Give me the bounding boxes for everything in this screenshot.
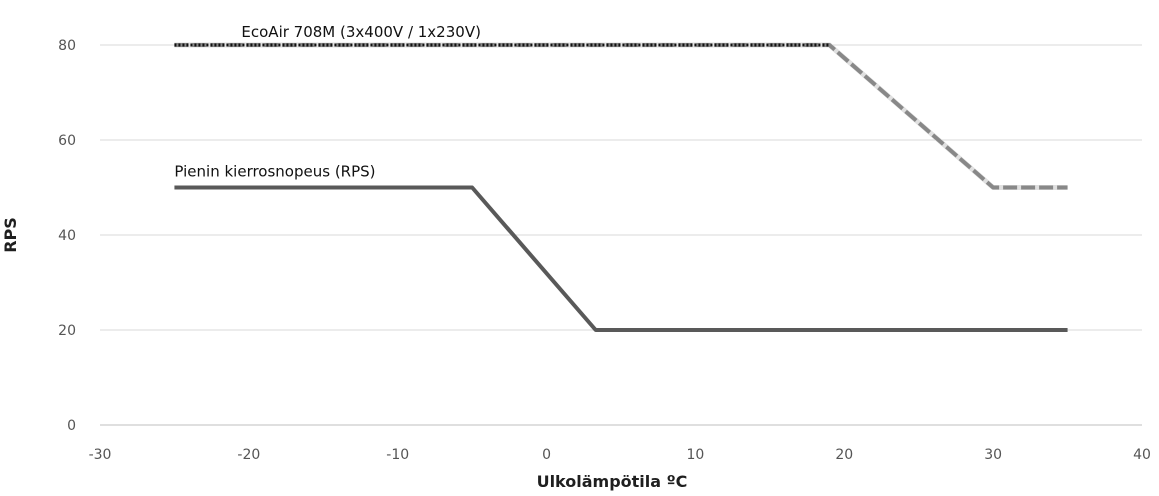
x-tick-labels: -30 -20 -10 0 10 20 30 40 — [89, 447, 1151, 463]
x-tick-label: -10 — [386, 447, 409, 463]
y-tick-label: 60 — [58, 133, 76, 149]
x-tick-label: -20 — [237, 447, 260, 463]
x-tick-label: 10 — [687, 447, 705, 463]
x-tick-label: 20 — [835, 447, 853, 463]
x-tick-label: -30 — [89, 447, 112, 463]
y-tick-label: 0 — [67, 418, 76, 434]
series-label-ecoair: EcoAir 708M (3x400V / 1x230V) — [241, 23, 481, 41]
y-axis-title: RPS — [1, 217, 20, 253]
x-tick-label: 30 — [984, 447, 1002, 463]
x-tick-label: 0 — [542, 447, 551, 463]
x-axis-title: Ulkolämpötila ºC — [537, 472, 688, 491]
series-min-rps-line — [174, 185, 1068, 332]
series-label-min-rps: Pienin kierrosnopeus (RPS) — [174, 163, 375, 181]
y-tick-label: 40 — [58, 228, 76, 244]
x-tick-label: 40 — [1133, 447, 1151, 463]
y-tick-label: 80 — [58, 38, 76, 54]
series-labels: EcoAir 708M (3x400V / 1x230V) Pienin kier… — [174, 23, 481, 181]
series-lines — [174, 42, 1068, 332]
series-ecoair-line — [174, 43, 1068, 190]
y-tick-labels: 0 20 40 60 80 — [58, 38, 76, 434]
y-tick-label: 20 — [58, 323, 76, 339]
